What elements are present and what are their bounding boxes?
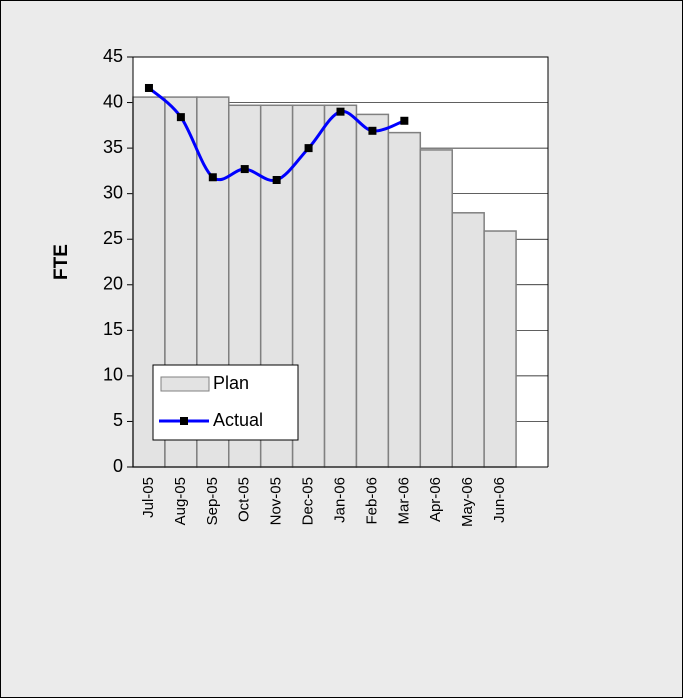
legend-label: Plan xyxy=(213,373,249,393)
bar xyxy=(419,149,453,468)
marker xyxy=(304,144,313,153)
x-tick-label: Aug-05 xyxy=(172,477,189,525)
y-tick-label: 35 xyxy=(103,137,123,157)
plot-border xyxy=(133,56,549,467)
y-tick-label: 10 xyxy=(103,365,123,385)
legend-label: Actual xyxy=(213,410,263,430)
legend-swatch xyxy=(160,376,210,392)
marker xyxy=(272,176,281,184)
x-tick-label: Sep-05 xyxy=(204,477,221,525)
y-tick-label: 25 xyxy=(103,228,123,248)
legend-marker xyxy=(180,417,188,425)
x-tick-label: Oct-05 xyxy=(236,477,253,522)
x-tick-label: Feb-06 xyxy=(363,477,380,525)
x-tick-label: Jun-06 xyxy=(491,477,508,523)
marker xyxy=(336,107,345,116)
x-tick-label: Apr-06 xyxy=(427,477,444,522)
x-tick-label: Mar-06 xyxy=(395,477,412,525)
bar xyxy=(355,113,390,468)
x-tick-label: Nov-05 xyxy=(268,477,285,525)
y-tick-label: 45 xyxy=(103,46,123,66)
y-tick-label: 20 xyxy=(103,274,123,294)
y-tick-label: 5 xyxy=(113,410,123,430)
marker xyxy=(400,116,409,125)
y-axis-label: FTE xyxy=(51,244,72,280)
bar xyxy=(451,212,485,468)
x-tick-label: May-06 xyxy=(459,477,476,527)
y-tick-label: 0 xyxy=(113,456,123,476)
marker xyxy=(144,83,153,92)
y-tick-label: 30 xyxy=(103,182,123,202)
bar xyxy=(323,104,358,468)
marker xyxy=(240,165,249,174)
marker xyxy=(176,113,185,122)
y-tick-label: 15 xyxy=(103,319,123,339)
x-tick-label: Jul-05 xyxy=(140,477,157,518)
bar xyxy=(483,230,517,468)
marker xyxy=(208,173,217,182)
bar xyxy=(387,131,422,468)
y-tick-label: 40 xyxy=(103,91,123,111)
marker xyxy=(368,126,377,135)
x-tick-label: Dec-05 xyxy=(300,477,317,525)
x-tick-label: Jan-06 xyxy=(331,477,348,523)
